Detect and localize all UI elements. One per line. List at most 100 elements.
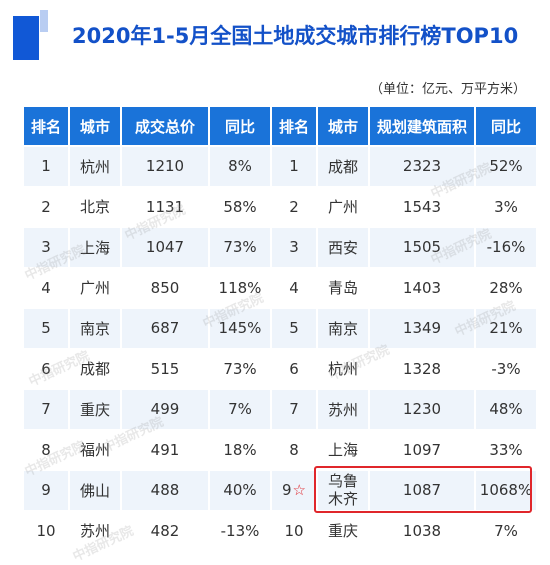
yoy-cell: -13% <box>208 509 272 552</box>
header-rank-right: 排名 <box>270 105 318 147</box>
rank-cell: 6 <box>22 347 70 390</box>
title-decoration-block <box>13 16 39 60</box>
rank-cell: 1 <box>270 145 318 188</box>
city-line-2: 木齐 <box>327 490 358 509</box>
table-row: 8 福州 491 18% 8 上海 1097 33% <box>22 428 538 471</box>
yoy-cell: -16% <box>474 226 538 269</box>
total-price-cell: 1047 <box>120 226 210 269</box>
total-price-cell: 515 <box>120 347 210 390</box>
table-row: 7 重庆 499 7% 7 苏州 1230 48% <box>22 388 538 431</box>
total-price-cell: 491 <box>120 428 210 471</box>
planned-area-cell: 1349 <box>368 307 476 350</box>
rank-cell: 3 <box>270 226 318 269</box>
planned-area-cell: 1097 <box>368 428 476 471</box>
yoy-cell: 3% <box>474 185 538 228</box>
table-row: 3 上海 1047 73% 3 西安 1505 -16% <box>22 226 538 269</box>
rank-value: 9 <box>282 481 292 500</box>
city-cell: 南京 <box>316 307 370 350</box>
city-cell: 上海 <box>68 226 122 269</box>
table-row: 6 成都 515 73% 6 杭州 1328 -3% <box>22 347 538 390</box>
yoy-cell: -3% <box>474 347 538 390</box>
rank-cell: 9☆ <box>270 469 318 512</box>
ranking-table: 排名 城市 成交总价 同比 排名 城市 规划建筑面积 同比 1 杭州 1210 … <box>22 105 538 552</box>
planned-area-cell: 1543 <box>368 185 476 228</box>
yoy-cell: 7% <box>474 509 538 552</box>
rank-cell: 8 <box>22 428 70 471</box>
table-row: 1 杭州 1210 8% 1 成都 2323 52% <box>22 145 538 188</box>
rank-cell: 1 <box>22 145 70 188</box>
header-planned-area: 规划建筑面积 <box>368 105 476 147</box>
header-city-left: 城市 <box>68 105 122 147</box>
city-cell: 成都 <box>316 145 370 188</box>
city-cell: 杭州 <box>316 347 370 390</box>
total-price-cell: 687 <box>120 307 210 350</box>
yoy-cell: 8% <box>208 145 272 188</box>
city-cell: 青岛 <box>316 266 370 309</box>
table-row: 4 广州 850 118% 4 青岛 1403 28% <box>22 266 538 309</box>
rank-cell: 3 <box>22 226 70 269</box>
yoy-cell: 58% <box>208 185 272 228</box>
unit-note: （单位：亿元、万平方米） <box>369 82 526 97</box>
table-row: 9 佛山 488 40% 9☆ 乌鲁 木齐 1087 1068% <box>22 469 538 512</box>
total-price-cell: 499 <box>120 388 210 431</box>
total-price-cell: 1131 <box>120 185 210 228</box>
city-cell: 南京 <box>68 307 122 350</box>
rank-cell: 5 <box>22 307 70 350</box>
total-price-cell: 482 <box>120 509 210 552</box>
yoy-cell: 18% <box>208 428 272 471</box>
rank-cell: 8 <box>270 428 318 471</box>
yoy-cell: 1068% <box>474 469 538 512</box>
rank-cell: 10 <box>270 509 318 552</box>
city-cell: 广州 <box>68 266 122 309</box>
city-cell: 苏州 <box>68 509 122 552</box>
yoy-cell: 33% <box>474 428 538 471</box>
yoy-cell: 48% <box>474 388 538 431</box>
header-city-right: 城市 <box>316 105 370 147</box>
star-icon: ☆ <box>292 481 306 500</box>
table-row: 10 苏州 482 -13% 10 重庆 1038 7% <box>22 509 538 552</box>
yoy-cell: 52% <box>474 145 538 188</box>
rank-cell: 9 <box>22 469 70 512</box>
city-cell: 佛山 <box>68 469 122 512</box>
city-cell: 广州 <box>316 185 370 228</box>
planned-area-cell: 1328 <box>368 347 476 390</box>
planned-area-cell: 1230 <box>368 388 476 431</box>
total-price-cell: 850 <box>120 266 210 309</box>
city-cell: 北京 <box>68 185 122 228</box>
city-cell: 苏州 <box>316 388 370 431</box>
city-cell: 上海 <box>316 428 370 471</box>
yoy-cell: 40% <box>208 469 272 512</box>
yoy-cell: 73% <box>208 347 272 390</box>
table-row: 2 北京 1131 58% 2 广州 1543 3% <box>22 185 538 228</box>
planned-area-cell: 2323 <box>368 145 476 188</box>
rank-cell: 6 <box>270 347 318 390</box>
page-title: 2020年1-5月全国土地成交城市排行榜TOP10 <box>72 24 519 48</box>
planned-area-cell: 1505 <box>368 226 476 269</box>
header-yoy-left: 同比 <box>208 105 272 147</box>
rank-cell: 10 <box>22 509 70 552</box>
yoy-cell: 118% <box>208 266 272 309</box>
city-line-1: 乌鲁 <box>327 472 358 491</box>
total-price-cell: 1210 <box>120 145 210 188</box>
rank-cell: 2 <box>270 185 318 228</box>
planned-area-cell: 1038 <box>368 509 476 552</box>
yoy-cell: 21% <box>474 307 538 350</box>
rank-cell: 5 <box>270 307 318 350</box>
table-header-row: 排名 城市 成交总价 同比 排名 城市 规划建筑面积 同比 <box>22 105 538 147</box>
title-decoration-accent <box>40 10 48 32</box>
planned-area-cell: 1087 <box>368 469 476 512</box>
yoy-cell: 145% <box>208 307 272 350</box>
rank-cell: 7 <box>22 388 70 431</box>
header-rank-left: 排名 <box>22 105 70 147</box>
rank-cell: 2 <box>22 185 70 228</box>
planned-area-cell: 1403 <box>368 266 476 309</box>
city-cell: 乌鲁 木齐 <box>316 469 370 512</box>
title-bar: 2020年1-5月全国土地成交城市排行榜TOP10 <box>0 0 550 72</box>
yoy-cell: 7% <box>208 388 272 431</box>
city-cell: 福州 <box>68 428 122 471</box>
rank-cell: 4 <box>22 266 70 309</box>
rank-cell: 4 <box>270 266 318 309</box>
header-yoy-right: 同比 <box>474 105 538 147</box>
city-cell: 杭州 <box>68 145 122 188</box>
city-cell: 重庆 <box>68 388 122 431</box>
